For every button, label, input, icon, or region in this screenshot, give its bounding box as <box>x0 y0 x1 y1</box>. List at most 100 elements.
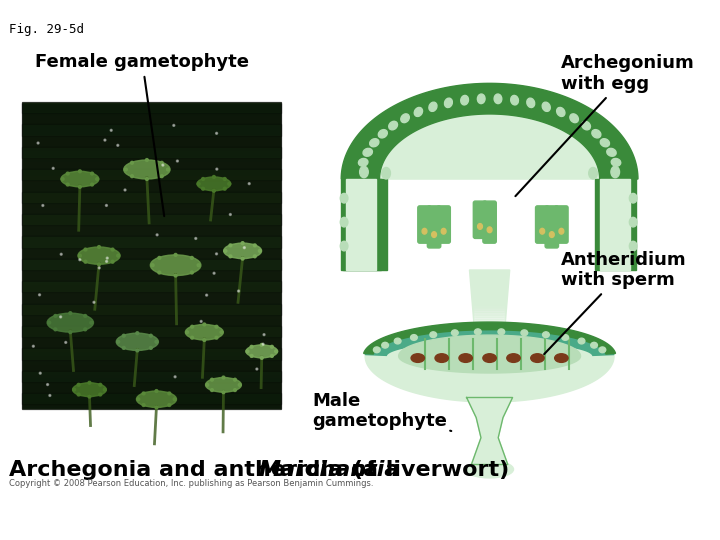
Ellipse shape <box>77 383 80 386</box>
FancyBboxPatch shape <box>22 197 281 199</box>
FancyBboxPatch shape <box>22 278 281 279</box>
Ellipse shape <box>93 301 95 303</box>
FancyBboxPatch shape <box>22 124 281 125</box>
FancyBboxPatch shape <box>22 267 281 268</box>
Ellipse shape <box>69 330 72 334</box>
Ellipse shape <box>250 346 253 348</box>
Ellipse shape <box>98 246 101 248</box>
FancyBboxPatch shape <box>22 383 281 384</box>
Ellipse shape <box>527 98 535 107</box>
FancyBboxPatch shape <box>22 209 281 210</box>
Ellipse shape <box>494 94 502 104</box>
Ellipse shape <box>136 349 139 352</box>
FancyBboxPatch shape <box>22 369 281 371</box>
FancyBboxPatch shape <box>22 312 281 314</box>
Ellipse shape <box>487 227 492 233</box>
Ellipse shape <box>191 336 194 339</box>
FancyBboxPatch shape <box>22 296 281 298</box>
FancyBboxPatch shape <box>22 314 281 315</box>
FancyBboxPatch shape <box>22 156 281 158</box>
Ellipse shape <box>145 178 148 180</box>
FancyBboxPatch shape <box>22 280 281 282</box>
FancyBboxPatch shape <box>22 136 281 137</box>
Ellipse shape <box>61 178 64 180</box>
FancyBboxPatch shape <box>22 366 281 367</box>
FancyBboxPatch shape <box>22 171 281 172</box>
FancyBboxPatch shape <box>22 374 281 376</box>
FancyBboxPatch shape <box>22 341 281 342</box>
Polygon shape <box>600 179 630 270</box>
FancyBboxPatch shape <box>22 214 281 216</box>
FancyBboxPatch shape <box>22 260 281 262</box>
FancyBboxPatch shape <box>22 377 281 379</box>
FancyBboxPatch shape <box>22 373 281 375</box>
FancyBboxPatch shape <box>22 120 281 121</box>
Ellipse shape <box>155 389 158 393</box>
Ellipse shape <box>629 218 637 227</box>
FancyBboxPatch shape <box>22 237 281 238</box>
FancyBboxPatch shape <box>22 152 281 154</box>
FancyBboxPatch shape <box>22 266 281 268</box>
FancyBboxPatch shape <box>22 190 281 191</box>
FancyBboxPatch shape <box>22 285 281 287</box>
FancyBboxPatch shape <box>22 202 281 204</box>
FancyBboxPatch shape <box>22 126 281 128</box>
Ellipse shape <box>150 347 153 349</box>
FancyBboxPatch shape <box>22 167 281 169</box>
FancyBboxPatch shape <box>22 228 281 230</box>
Polygon shape <box>474 323 505 326</box>
FancyBboxPatch shape <box>22 192 281 194</box>
FancyBboxPatch shape <box>22 170 281 171</box>
Ellipse shape <box>197 183 200 185</box>
FancyBboxPatch shape <box>22 373 281 374</box>
Ellipse shape <box>554 354 568 362</box>
FancyBboxPatch shape <box>22 158 281 159</box>
FancyBboxPatch shape <box>22 253 281 254</box>
Ellipse shape <box>78 185 81 188</box>
Ellipse shape <box>521 330 528 336</box>
Ellipse shape <box>507 354 521 362</box>
Ellipse shape <box>341 241 348 251</box>
FancyBboxPatch shape <box>22 316 281 318</box>
Ellipse shape <box>430 332 436 338</box>
FancyBboxPatch shape <box>22 229 281 230</box>
Ellipse shape <box>150 255 201 275</box>
FancyBboxPatch shape <box>22 166 281 167</box>
FancyBboxPatch shape <box>22 305 281 306</box>
FancyBboxPatch shape <box>418 206 431 243</box>
Ellipse shape <box>359 158 368 166</box>
FancyBboxPatch shape <box>22 162 281 163</box>
Ellipse shape <box>161 175 163 178</box>
FancyBboxPatch shape <box>22 222 281 224</box>
Polygon shape <box>474 325 505 328</box>
Ellipse shape <box>599 347 606 353</box>
Ellipse shape <box>557 107 565 117</box>
Ellipse shape <box>158 256 161 259</box>
FancyBboxPatch shape <box>22 231 281 232</box>
FancyBboxPatch shape <box>22 345 281 346</box>
FancyBboxPatch shape <box>22 348 281 350</box>
FancyBboxPatch shape <box>22 165 281 166</box>
Ellipse shape <box>210 378 213 381</box>
FancyBboxPatch shape <box>22 394 281 396</box>
Polygon shape <box>595 179 636 270</box>
FancyBboxPatch shape <box>22 109 281 111</box>
FancyBboxPatch shape <box>22 247 281 248</box>
FancyBboxPatch shape <box>22 103 281 104</box>
FancyBboxPatch shape <box>22 264 281 265</box>
Ellipse shape <box>60 316 62 318</box>
FancyBboxPatch shape <box>22 309 281 310</box>
FancyBboxPatch shape <box>22 134 281 136</box>
Ellipse shape <box>88 381 91 384</box>
Ellipse shape <box>53 167 54 170</box>
Ellipse shape <box>215 253 217 255</box>
Ellipse shape <box>145 159 148 161</box>
Polygon shape <box>341 179 382 270</box>
FancyBboxPatch shape <box>22 120 281 122</box>
Ellipse shape <box>124 160 170 179</box>
Ellipse shape <box>203 323 206 326</box>
Ellipse shape <box>49 395 51 396</box>
FancyBboxPatch shape <box>22 255 281 256</box>
FancyBboxPatch shape <box>22 252 281 253</box>
Polygon shape <box>474 314 505 316</box>
